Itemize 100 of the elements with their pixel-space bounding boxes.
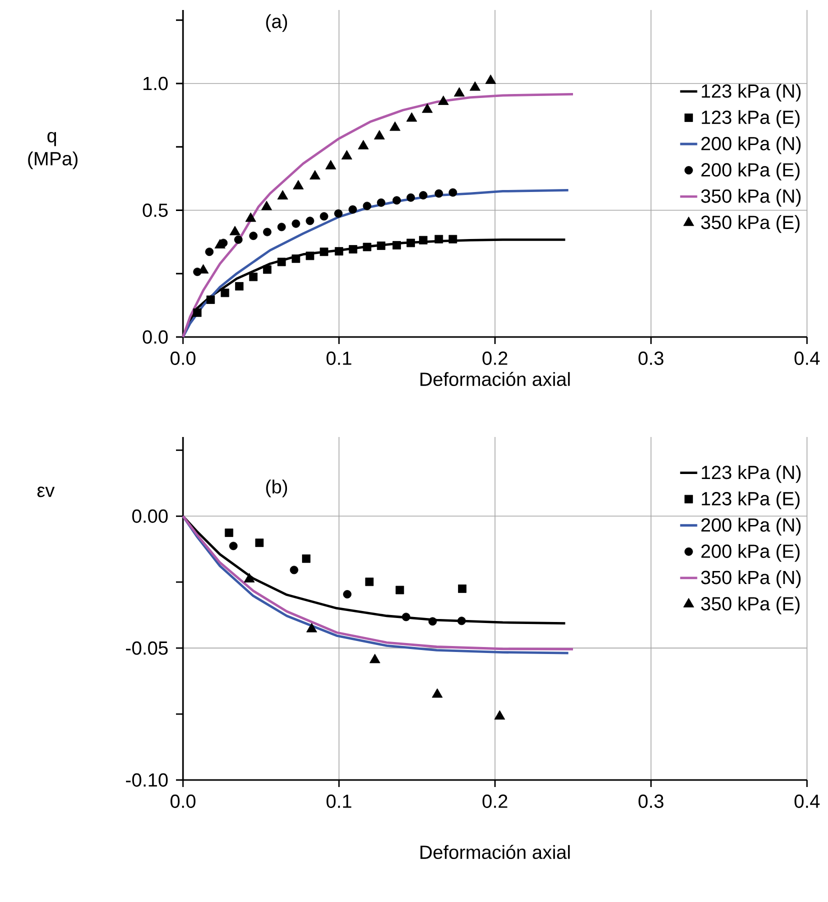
point xyxy=(434,189,444,198)
x-tick-label: 0.1 xyxy=(326,794,352,808)
x-tick-label: 0.3 xyxy=(638,352,664,365)
point xyxy=(419,191,428,200)
legend-label: 350 kPa (N) xyxy=(701,188,801,207)
point xyxy=(290,566,298,574)
point xyxy=(320,248,328,256)
annotation: (b) xyxy=(266,480,288,498)
x-axis-title: Deformación axial xyxy=(420,844,570,860)
y-tick-label: -0.05 xyxy=(126,641,168,655)
point xyxy=(362,202,372,210)
y-axis-title: εv xyxy=(37,486,55,498)
point xyxy=(206,296,215,304)
point xyxy=(205,248,214,256)
point xyxy=(292,219,300,228)
point xyxy=(374,130,385,140)
x-tick-label: 0.2 xyxy=(482,352,508,365)
x-tick-label: 0.1 xyxy=(326,352,352,365)
y-tick-label: 0.0 xyxy=(142,330,168,344)
point xyxy=(365,578,374,586)
point xyxy=(376,242,386,250)
point xyxy=(434,234,444,244)
legend-label: 123 kPa (N) xyxy=(702,84,801,102)
x-tick-label: 0.0 xyxy=(170,794,196,808)
point xyxy=(494,710,506,720)
point xyxy=(369,654,380,664)
point xyxy=(392,241,401,250)
legend-label: 123 kPa (E) xyxy=(702,491,800,510)
y-tick-label: 1.0 xyxy=(143,76,168,90)
point xyxy=(392,196,401,205)
y-axis-title: q (MPa) xyxy=(28,132,78,170)
point xyxy=(224,528,234,537)
x-tick-label: 0.4 xyxy=(794,794,820,808)
point xyxy=(432,688,443,698)
point xyxy=(234,235,243,244)
legend-label: 200 kPa (N) xyxy=(701,518,801,536)
point xyxy=(244,573,255,582)
legend-label: 123 kPa (N) xyxy=(702,465,801,483)
point xyxy=(376,198,386,207)
point xyxy=(310,170,320,180)
point xyxy=(390,121,400,131)
point xyxy=(230,226,240,236)
point xyxy=(235,282,244,290)
y-tick-label: 0.00 xyxy=(132,509,168,523)
point xyxy=(255,538,264,547)
point xyxy=(341,150,352,160)
point xyxy=(245,212,256,222)
point xyxy=(302,554,310,563)
point xyxy=(277,222,286,232)
point xyxy=(214,239,226,248)
point xyxy=(438,96,449,105)
point xyxy=(348,245,358,254)
point xyxy=(277,190,288,200)
point xyxy=(306,622,318,632)
point xyxy=(406,193,415,202)
point xyxy=(448,234,458,244)
legend-label: 200 kPa (E) xyxy=(701,162,800,180)
point xyxy=(406,238,415,248)
point xyxy=(220,288,230,298)
point xyxy=(306,216,314,226)
point xyxy=(292,180,304,190)
point xyxy=(343,590,352,598)
point xyxy=(193,308,202,317)
point xyxy=(325,160,336,170)
point xyxy=(454,87,465,97)
x-tick-label: 0.4 xyxy=(794,352,820,365)
point xyxy=(485,74,496,84)
point xyxy=(348,205,357,214)
point xyxy=(334,247,344,256)
legend-label: 350 kPa (N) xyxy=(701,570,801,588)
point xyxy=(261,200,272,210)
point xyxy=(402,612,410,622)
point xyxy=(396,586,404,594)
point xyxy=(249,272,258,282)
x-axis-title: Deformación axial xyxy=(420,372,570,386)
point xyxy=(263,228,272,236)
point xyxy=(292,254,300,263)
point xyxy=(448,188,458,197)
point xyxy=(362,242,372,252)
point xyxy=(406,112,418,122)
x-tick-label: 0.2 xyxy=(482,794,508,808)
point xyxy=(277,258,286,266)
legend-label: 123 kPa (E) xyxy=(702,110,800,128)
point xyxy=(458,584,466,593)
point xyxy=(470,81,480,91)
annotation: (a) xyxy=(266,14,288,32)
point xyxy=(263,265,272,274)
point xyxy=(422,103,433,113)
point xyxy=(457,616,466,626)
legend-label: 200 kPa (N) xyxy=(701,136,801,154)
legend-label: 350 kPa (E) xyxy=(701,596,800,614)
y-tick-label: 0.5 xyxy=(142,204,168,217)
x-tick-label: 0.0 xyxy=(170,352,196,365)
legend-label: 200 kPa (E) xyxy=(701,544,800,562)
point xyxy=(306,252,314,260)
point xyxy=(419,236,428,244)
point xyxy=(320,212,328,221)
x-tick-label: 0.3 xyxy=(638,794,664,808)
point xyxy=(249,232,258,240)
point xyxy=(358,140,369,150)
